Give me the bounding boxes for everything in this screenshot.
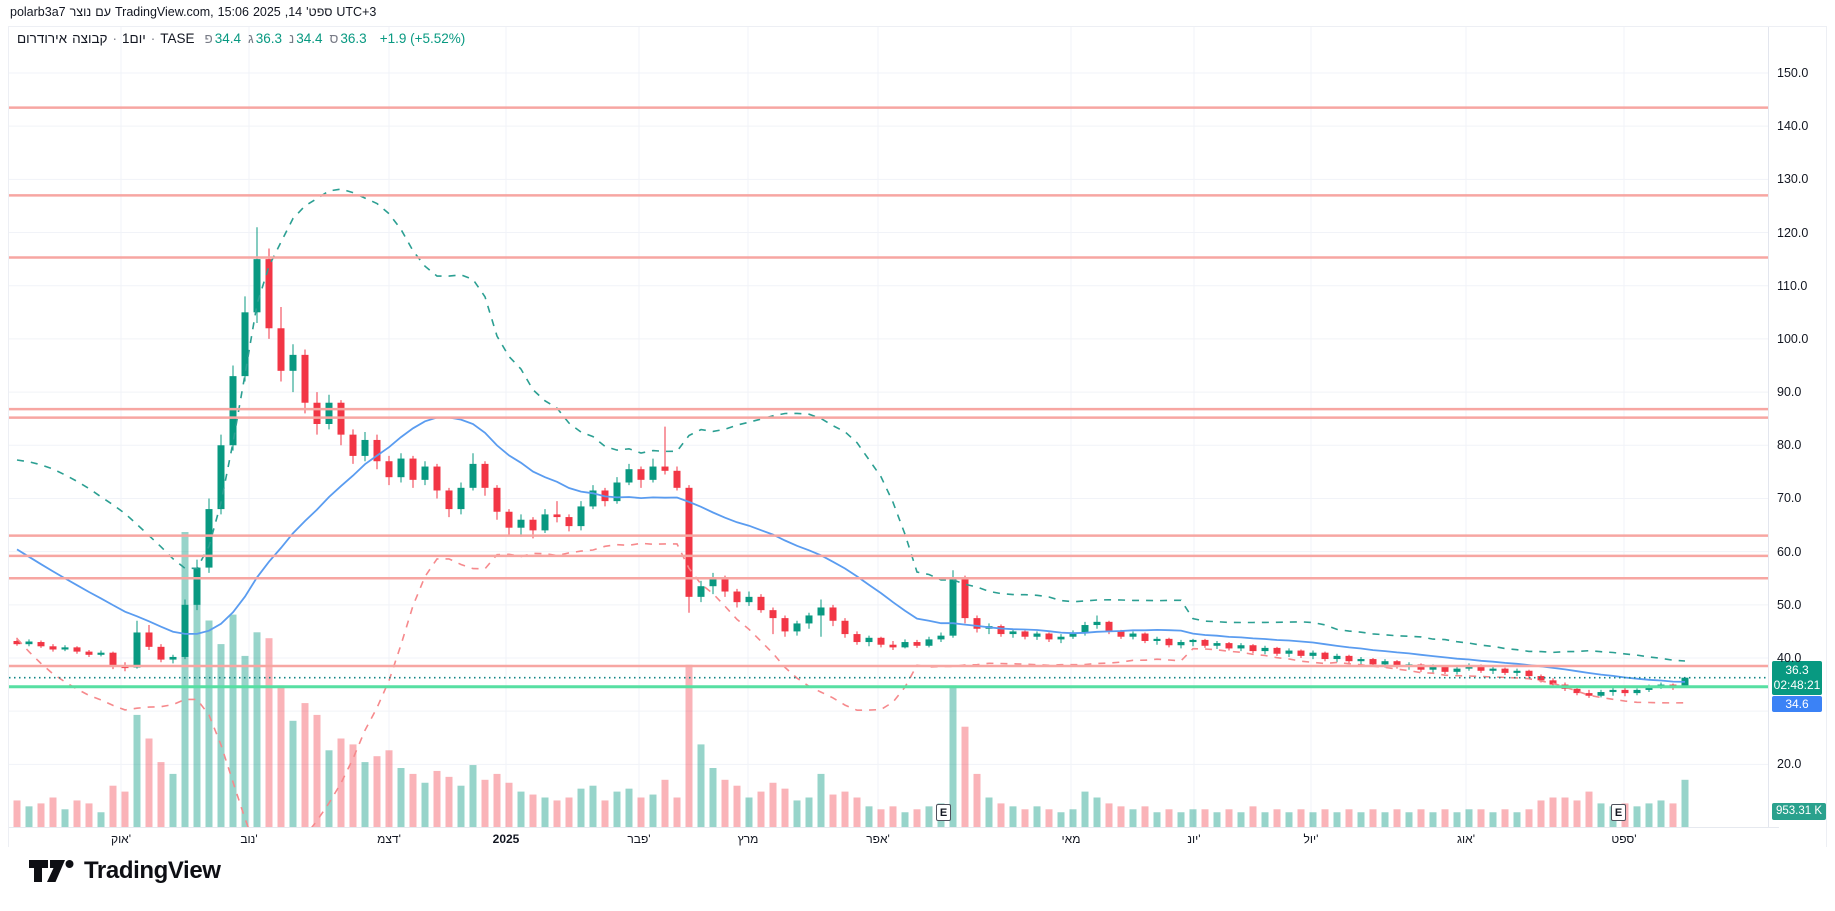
- drawings-layer: [9, 106, 1779, 689]
- ohlc-value: 36.3: [255, 31, 282, 46]
- price-tick-label: 40.0: [1777, 651, 1802, 665]
- symbol-title-token: 1יום: [122, 31, 146, 46]
- price-tick-label: 90.0: [1777, 385, 1802, 400]
- month-tick-label: מאי: [1061, 832, 1081, 846]
- attribution-token: ,14: [284, 5, 303, 19]
- time-axis[interactable]: אוק' נוב' דצמ' 2025 פבר' מרץ אפר' מאי יונ' יול' או…: [9, 827, 1779, 849]
- price-tick-label: 20.0: [1777, 757, 1802, 772]
- month-tick-label: יול': [1303, 832, 1319, 846]
- tradingview-wordmark: TradingView: [84, 857, 221, 884]
- attribution-token: ספט': [306, 5, 333, 19]
- tradingview-logo-icon: [29, 860, 74, 882]
- attribution-token: polarb3a7: [10, 5, 66, 19]
- price-tick-label: 50.0: [1777, 597, 1802, 612]
- attribution-token: UTC+3: [336, 5, 377, 19]
- month-tick-label: אפר': [866, 832, 890, 846]
- support-price-badge: 34.6: [1772, 695, 1822, 712]
- symbol-title-token: אירודרום: [17, 31, 68, 46]
- attribution-line: polarb3a7 נוצר עם TradingView.com, 15:06 2025…: [10, 5, 376, 19]
- month-tick-label: נוב': [240, 832, 258, 846]
- month-tick-label: אוג': [1456, 832, 1476, 846]
- grid-layer: [9, 27, 1779, 827]
- attribution-token: TradingView.com,: [114, 5, 214, 19]
- month-tick-label: אוק': [110, 832, 132, 846]
- ohlc-letter: ג: [248, 31, 254, 46]
- ohlc-values: פ 34.4 ג 36.3 נ 34.4 ס 36.3: [204, 31, 371, 46]
- attribution-token: 2025: [252, 5, 281, 19]
- ohlc-letter: ס: [329, 31, 339, 46]
- month-tick-label: יונ': [1187, 832, 1201, 846]
- last-price-value: 36.3: [1785, 662, 1809, 677]
- earnings-marker[interactable]: E: [936, 804, 951, 821]
- ohlc-value: 34.4: [296, 31, 323, 46]
- candles-layer: [13, 227, 1689, 698]
- price-tick-label: 130.0: [1777, 172, 1809, 187]
- candlestick-chart[interactable]: [9, 27, 1779, 827]
- price-tick-label: 110.0: [1777, 278, 1808, 293]
- month-tick-label: דצמ': [377, 832, 401, 846]
- ohlc-value: 34.4: [214, 31, 241, 46]
- upper-band-line: [16, 188, 1686, 662]
- price-tick-label: 60.0: [1777, 544, 1802, 559]
- ohlc-letter: פ: [204, 31, 213, 46]
- volume-value-badge: 953.31 K: [1772, 803, 1826, 820]
- legend-separator: ·: [150, 31, 156, 46]
- price-tick-label: 140.0: [1777, 119, 1809, 134]
- indicator-layer: [16, 188, 1686, 827]
- month-tick-label: פבר': [627, 832, 651, 846]
- price-change: +1.9 (+5.52%): [379, 31, 466, 46]
- month-tick-label: 2025: [492, 832, 520, 846]
- earnings-marker[interactable]: E: [1611, 804, 1626, 821]
- ohlc-letter: נ: [289, 31, 295, 46]
- price-tick-label: 80.0: [1777, 438, 1802, 453]
- month-tick-label: מרץ: [737, 832, 759, 846]
- legend-separator: ·: [112, 31, 118, 46]
- month-tick-label: ספט': [1611, 832, 1637, 846]
- attribution-token: עם: [95, 5, 111, 19]
- ohlc-value: 36.3: [340, 31, 367, 46]
- price-tick-label: 120.0: [1777, 225, 1809, 240]
- attribution-token: 15:06: [217, 5, 249, 19]
- symbol-title-token: קבוצה: [72, 31, 108, 46]
- tradingview-footer[interactable]: TradingView: [28, 856, 221, 886]
- price-tick-label: 100.0: [1777, 331, 1809, 346]
- last-price-badge: 36.3 02:48:21: [1772, 660, 1822, 695]
- volume-layer: [13, 532, 1689, 827]
- bar-countdown: 02:48:21: [1773, 677, 1821, 692]
- moving-average-line: [16, 416, 1686, 683]
- price-scale[interactable]: 36.3 02:48:21 34.6 953.31 K 150.0 140.0 13…: [1768, 27, 1826, 848]
- price-tick-label: 150.0: [1777, 66, 1809, 80]
- symbol-legend[interactable]: אירודרום קבוצה · 1יום · TASE פ 34.4 ג 36.3 נ 34.4 ס…: [17, 31, 465, 46]
- price-tick-label: 70.0: [1777, 491, 1802, 506]
- attribution-token: נוצר: [69, 5, 92, 19]
- symbol-title-token: TASE: [160, 31, 195, 46]
- symbol-title[interactable]: אירודרום קבוצה · 1יום · TASE: [17, 31, 194, 46]
